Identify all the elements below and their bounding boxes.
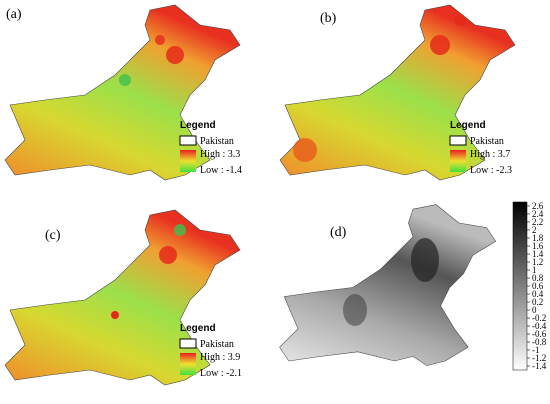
legend-entry: Pakistan bbox=[200, 136, 234, 147]
colorbar-tick-label: 1.8 bbox=[532, 233, 544, 243]
colorbar-tick-label: 1.6 bbox=[532, 241, 544, 251]
hotspot bbox=[111, 311, 119, 319]
colorbar-tick-label: -0.4 bbox=[532, 321, 547, 331]
colorbar-tick-label: -0.2 bbox=[532, 313, 546, 323]
colorbar-tick-label: 0.2 bbox=[532, 297, 543, 307]
panel-label: (d) bbox=[330, 225, 347, 240]
colorbar bbox=[512, 201, 528, 371]
legend-title: Legend bbox=[450, 120, 486, 131]
legend-swatch bbox=[180, 353, 196, 375]
colorbar-tick-label: -1.4 bbox=[532, 361, 547, 371]
hotspot bbox=[155, 35, 165, 45]
legend-low: Low : -2.1 bbox=[200, 368, 242, 379]
colorbar-tick-label: 0 bbox=[532, 305, 537, 315]
legend-high: High : 3.3 bbox=[200, 149, 240, 160]
colorbar-tick-label: 1 bbox=[532, 265, 537, 275]
contour-peak bbox=[411, 238, 439, 282]
legend-swatch bbox=[450, 150, 466, 172]
legend-high: High : 3.9 bbox=[200, 352, 240, 363]
hotspot bbox=[159, 246, 177, 264]
colorbar-tick-label: 1.2 bbox=[532, 257, 543, 267]
colorbar-tick-label: 0.6 bbox=[532, 281, 544, 291]
colorbar-tick-label: -1 bbox=[532, 345, 540, 355]
legend-swatch bbox=[180, 150, 196, 172]
legend-low: Low : -2.3 bbox=[470, 165, 512, 176]
colorbar-ticks: 2.62.42.221.81.61.41.210.80.60.40.20-0.2… bbox=[527, 201, 547, 371]
panel-d: (d) 2.62.42.221.81.61.41.210.80.60.40.20… bbox=[279, 201, 547, 371]
colorbar-tick-label: 2.6 bbox=[532, 201, 544, 211]
legend-box bbox=[449, 135, 467, 146]
contour-peak bbox=[343, 294, 367, 326]
panel-c: (c) Legend Pakistan High : 3.9 Low : -2.… bbox=[4, 209, 242, 386]
colorbar-tick-label: -1.2 bbox=[532, 353, 546, 363]
map bbox=[279, 204, 497, 367]
coldspot bbox=[119, 74, 131, 86]
legend-entry: Pakistan bbox=[200, 339, 234, 350]
legend-title: Legend bbox=[180, 120, 216, 131]
legend-entry: Pakistan bbox=[470, 136, 504, 147]
legend-title: Legend bbox=[180, 323, 216, 334]
colorbar-tick-label: 2.4 bbox=[532, 209, 544, 219]
panel-label: (b) bbox=[320, 11, 337, 26]
hotspot bbox=[166, 46, 184, 64]
legend-box bbox=[179, 338, 197, 349]
hotspot bbox=[430, 35, 450, 55]
legend-box bbox=[179, 135, 197, 146]
colorbar-tick-label: 2.2 bbox=[532, 217, 543, 227]
colorbar-tick-label: 0.8 bbox=[532, 273, 544, 283]
legend-low: Low : -1.4 bbox=[200, 165, 242, 176]
coldspot bbox=[174, 224, 186, 236]
panel-label: (c) bbox=[45, 228, 61, 243]
panel-label: (a) bbox=[6, 7, 22, 22]
legend-high: High : 3.7 bbox=[470, 149, 510, 160]
panel-a: (a) Legend Pakistan High : 3.3 Low : -1.… bbox=[4, 4, 242, 181]
colorbar-tick-label: 0.4 bbox=[532, 289, 544, 299]
hotspot bbox=[293, 138, 317, 162]
colorbar-tick-label: 1.4 bbox=[532, 249, 544, 259]
panel-b: (b) Legend Pakistan High : 3.7 Low : -2.… bbox=[279, 4, 516, 181]
colorbar-tick-label: -0.6 bbox=[532, 329, 547, 339]
colorbar-tick-label: 2 bbox=[532, 225, 537, 235]
colorbar-tick-label: -0.8 bbox=[532, 337, 547, 347]
hotspot bbox=[454, 14, 466, 26]
